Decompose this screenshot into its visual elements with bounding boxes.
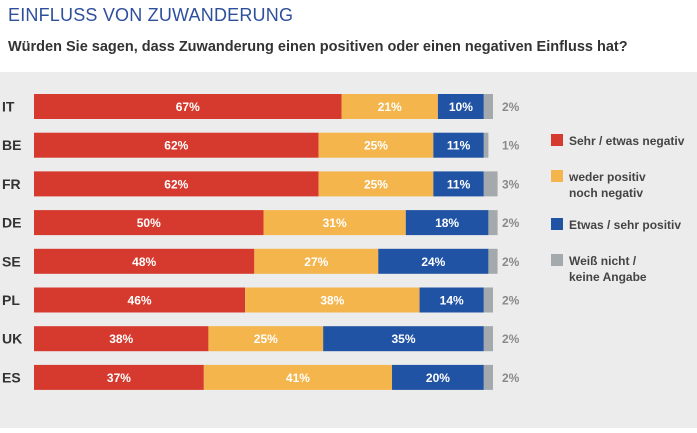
bar-segment	[34, 132, 319, 158]
chart-area: IT 67% 21% 10% 2% BE 62% 25% 11% 1% FR 62% 25% 11% 3% D…	[0, 72, 697, 428]
data-label: 18%	[435, 216, 459, 230]
bar-segment	[34, 248, 255, 274]
category-label: SE	[2, 253, 21, 269]
data-label: 46%	[128, 294, 152, 308]
data-label: 62%	[164, 139, 188, 153]
bar-segment	[34, 364, 204, 390]
bar-segment	[405, 210, 489, 236]
bar-segment	[34, 287, 246, 313]
data-label: 2%	[502, 100, 520, 114]
category-label: BE	[2, 137, 21, 153]
bar-segment	[318, 132, 434, 158]
chart-header: EINFLUSS VON ZUWANDERUNG Würden Sie sage…	[0, 0, 697, 72]
data-label: 62%	[164, 177, 188, 191]
legend-swatch	[551, 254, 563, 266]
legend-swatch	[551, 134, 563, 146]
legend-label: weder positiv noch negativ	[568, 170, 646, 200]
bar-segment	[483, 171, 498, 197]
chart-title: EINFLUSS VON ZUWANDERUNG	[8, 5, 294, 25]
category-label: FR	[2, 176, 21, 192]
data-label: 31%	[323, 216, 347, 230]
bar-segment	[341, 94, 438, 119]
legend-label: Weiß nicht / keine Angabe	[569, 254, 647, 284]
data-label: 11%	[447, 177, 471, 191]
bar-segment	[483, 287, 493, 313]
legend-swatch	[551, 218, 563, 230]
data-label: 35%	[391, 332, 415, 346]
data-label: 41%	[286, 371, 310, 385]
chart-subtitle: Würden Sie sagen, dass Zuwanderung einen…	[8, 39, 628, 55]
bar-segment	[437, 94, 484, 119]
data-label: 20%	[426, 371, 450, 385]
legend-label: Sehr / etwas negativ	[569, 134, 685, 148]
bar-segment	[488, 210, 498, 236]
data-label: 2%	[502, 216, 520, 230]
data-label: 2%	[502, 294, 520, 308]
bar-segment	[323, 326, 484, 352]
stacked-bar-chart: IT 67% 21% 10% 2% BE 62% 25% 11% 1% FR 62% 25% 11% 3% D…	[2, 94, 685, 390]
data-label: 67%	[176, 100, 200, 114]
bar-segment	[483, 132, 489, 158]
category-label: ES	[2, 369, 21, 385]
data-label: 1%	[502, 139, 520, 153]
data-label: 2%	[502, 332, 520, 346]
bar-segment	[263, 210, 406, 236]
data-label: 2%	[502, 255, 520, 269]
bar-segment	[34, 94, 342, 119]
data-label: 21%	[378, 100, 402, 114]
data-label: 25%	[364, 139, 388, 153]
category-label: UK	[2, 331, 22, 347]
bar-segment	[433, 171, 484, 197]
bar-segment	[318, 171, 434, 197]
bar-segment	[483, 364, 493, 390]
data-label: 37%	[107, 371, 131, 385]
bar-segment	[34, 326, 209, 352]
data-label: 38%	[320, 294, 344, 308]
bar-segment	[483, 326, 493, 352]
data-label: 3%	[502, 177, 520, 191]
bar-segment	[419, 287, 484, 313]
data-label: 14%	[440, 294, 464, 308]
bar-segment	[392, 364, 484, 390]
bar-segment	[488, 248, 498, 274]
category-label: PL	[2, 292, 20, 308]
data-label: 25%	[254, 332, 278, 346]
data-label: 24%	[421, 255, 445, 269]
legend-label: Etwas / sehr positiv	[569, 218, 681, 232]
category-label: DE	[2, 215, 21, 231]
bar-segment	[208, 326, 324, 352]
data-label: 50%	[137, 216, 161, 230]
data-label: 48%	[132, 255, 156, 269]
data-label: 11%	[447, 139, 471, 153]
data-label: 38%	[109, 332, 133, 346]
legend-swatch	[551, 170, 563, 182]
bar-segment	[34, 171, 319, 197]
bar-segment	[34, 210, 264, 236]
bar-segment	[433, 132, 484, 158]
data-label: 2%	[502, 371, 520, 385]
data-label: 25%	[364, 177, 388, 191]
category-label: IT	[2, 99, 15, 115]
bar-segment	[378, 248, 489, 274]
bar-segment	[254, 248, 379, 274]
data-label: 10%	[449, 100, 473, 114]
data-label: 27%	[304, 255, 328, 269]
bar-segment	[203, 364, 393, 390]
bar-segment	[483, 94, 493, 119]
bar-segment	[245, 287, 420, 313]
